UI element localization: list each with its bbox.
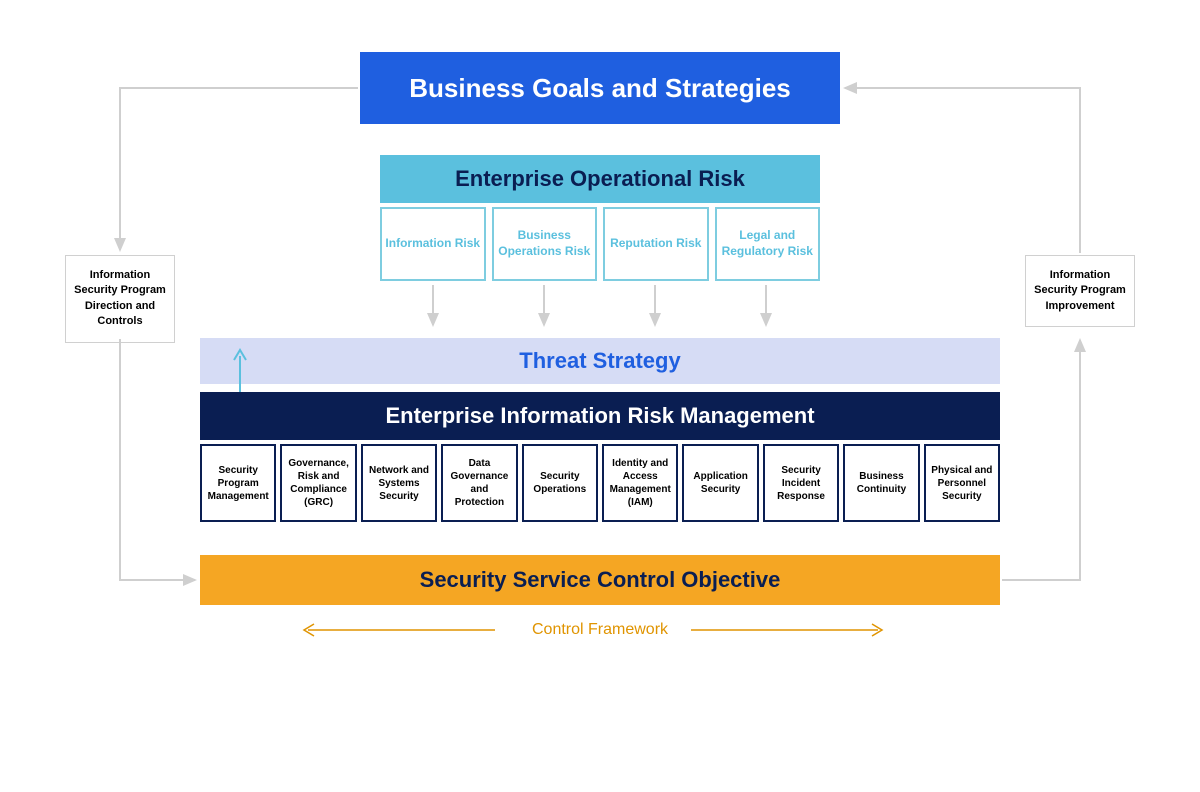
eirm-box: Security Program Management (200, 444, 276, 522)
eirm-box-label: Network and Systems Security (367, 464, 431, 503)
right-side-label: Information Security Program Improvement (1034, 269, 1126, 312)
eirm-boxes-row: Security Program Management Governance, … (200, 444, 1000, 522)
eirm-box-label: Physical and Personnel Security (930, 464, 994, 503)
risk-boxes-row: Information Risk Business Operations Ris… (380, 207, 820, 281)
eirm-box: Business Continuity (843, 444, 919, 522)
eirm-box-label: Governance, Risk and Compliance (GRC) (286, 457, 350, 509)
eirm-label: Enterprise Information Risk Management (385, 403, 814, 429)
eirm-box: Application Security (682, 444, 758, 522)
eirm-box-label: Identity and Access Management (IAM) (608, 457, 672, 509)
eirm-box-label: Data Governance and Protection (447, 457, 511, 509)
threat-strategy-banner: Threat Strategy (200, 338, 1000, 384)
threat-strategy-label: Threat Strategy (519, 348, 680, 374)
right-side-box: Information Security Program Improvement (1025, 255, 1135, 327)
eirm-box-label: Application Security (688, 470, 752, 496)
eirm-box-label: Security Incident Response (769, 464, 833, 503)
eirm-banner: Enterprise Information Risk Management (200, 392, 1000, 440)
left-side-box: Information Security Program Direction a… (65, 255, 175, 343)
control-framework-label: Control Framework (514, 621, 686, 639)
eirm-box-label: Security Program Management (206, 464, 270, 503)
eirm-box-label: Business Continuity (849, 470, 913, 496)
risk-box: Information Risk (380, 207, 486, 281)
risk-box-label: Information Risk (385, 236, 480, 252)
risk-box: Legal and Regulatory Risk (715, 207, 821, 281)
risk-box: Reputation Risk (603, 207, 709, 281)
arrow-left-icon (300, 620, 514, 640)
left-side-label: Information Security Program Direction a… (74, 269, 166, 327)
left-connector (0, 0, 400, 650)
eirm-box: Security Incident Response (763, 444, 839, 522)
control-framework-row: Control Framework (300, 620, 900, 640)
eirm-box: Network and Systems Security (361, 444, 437, 522)
ssco-banner: Security Service Control Objective (200, 555, 1000, 605)
risk-box-label: Legal and Regulatory Risk (717, 228, 819, 259)
arrow-right-icon (686, 620, 900, 640)
top-banner-label: Business Goals and Strategies (409, 73, 790, 104)
eirm-box: Data Governance and Protection (441, 444, 517, 522)
enterprise-op-risk-banner: Enterprise Operational Risk (380, 155, 820, 203)
risk-box-label: Reputation Risk (610, 236, 701, 252)
eirm-box-label: Security Operations (528, 470, 592, 496)
enterprise-op-risk-label: Enterprise Operational Risk (455, 166, 745, 192)
top-banner: Business Goals and Strategies (360, 52, 840, 124)
risk-down-arrows (380, 285, 820, 335)
eirm-box: Security Operations (522, 444, 598, 522)
risk-box: Business Operations Risk (492, 207, 598, 281)
risk-box-label: Business Operations Risk (494, 228, 596, 259)
ssco-label: Security Service Control Objective (420, 567, 781, 593)
eirm-box: Governance, Risk and Compliance (GRC) (280, 444, 356, 522)
eirm-box: Identity and Access Management (IAM) (602, 444, 678, 522)
eirm-box: Physical and Personnel Security (924, 444, 1000, 522)
